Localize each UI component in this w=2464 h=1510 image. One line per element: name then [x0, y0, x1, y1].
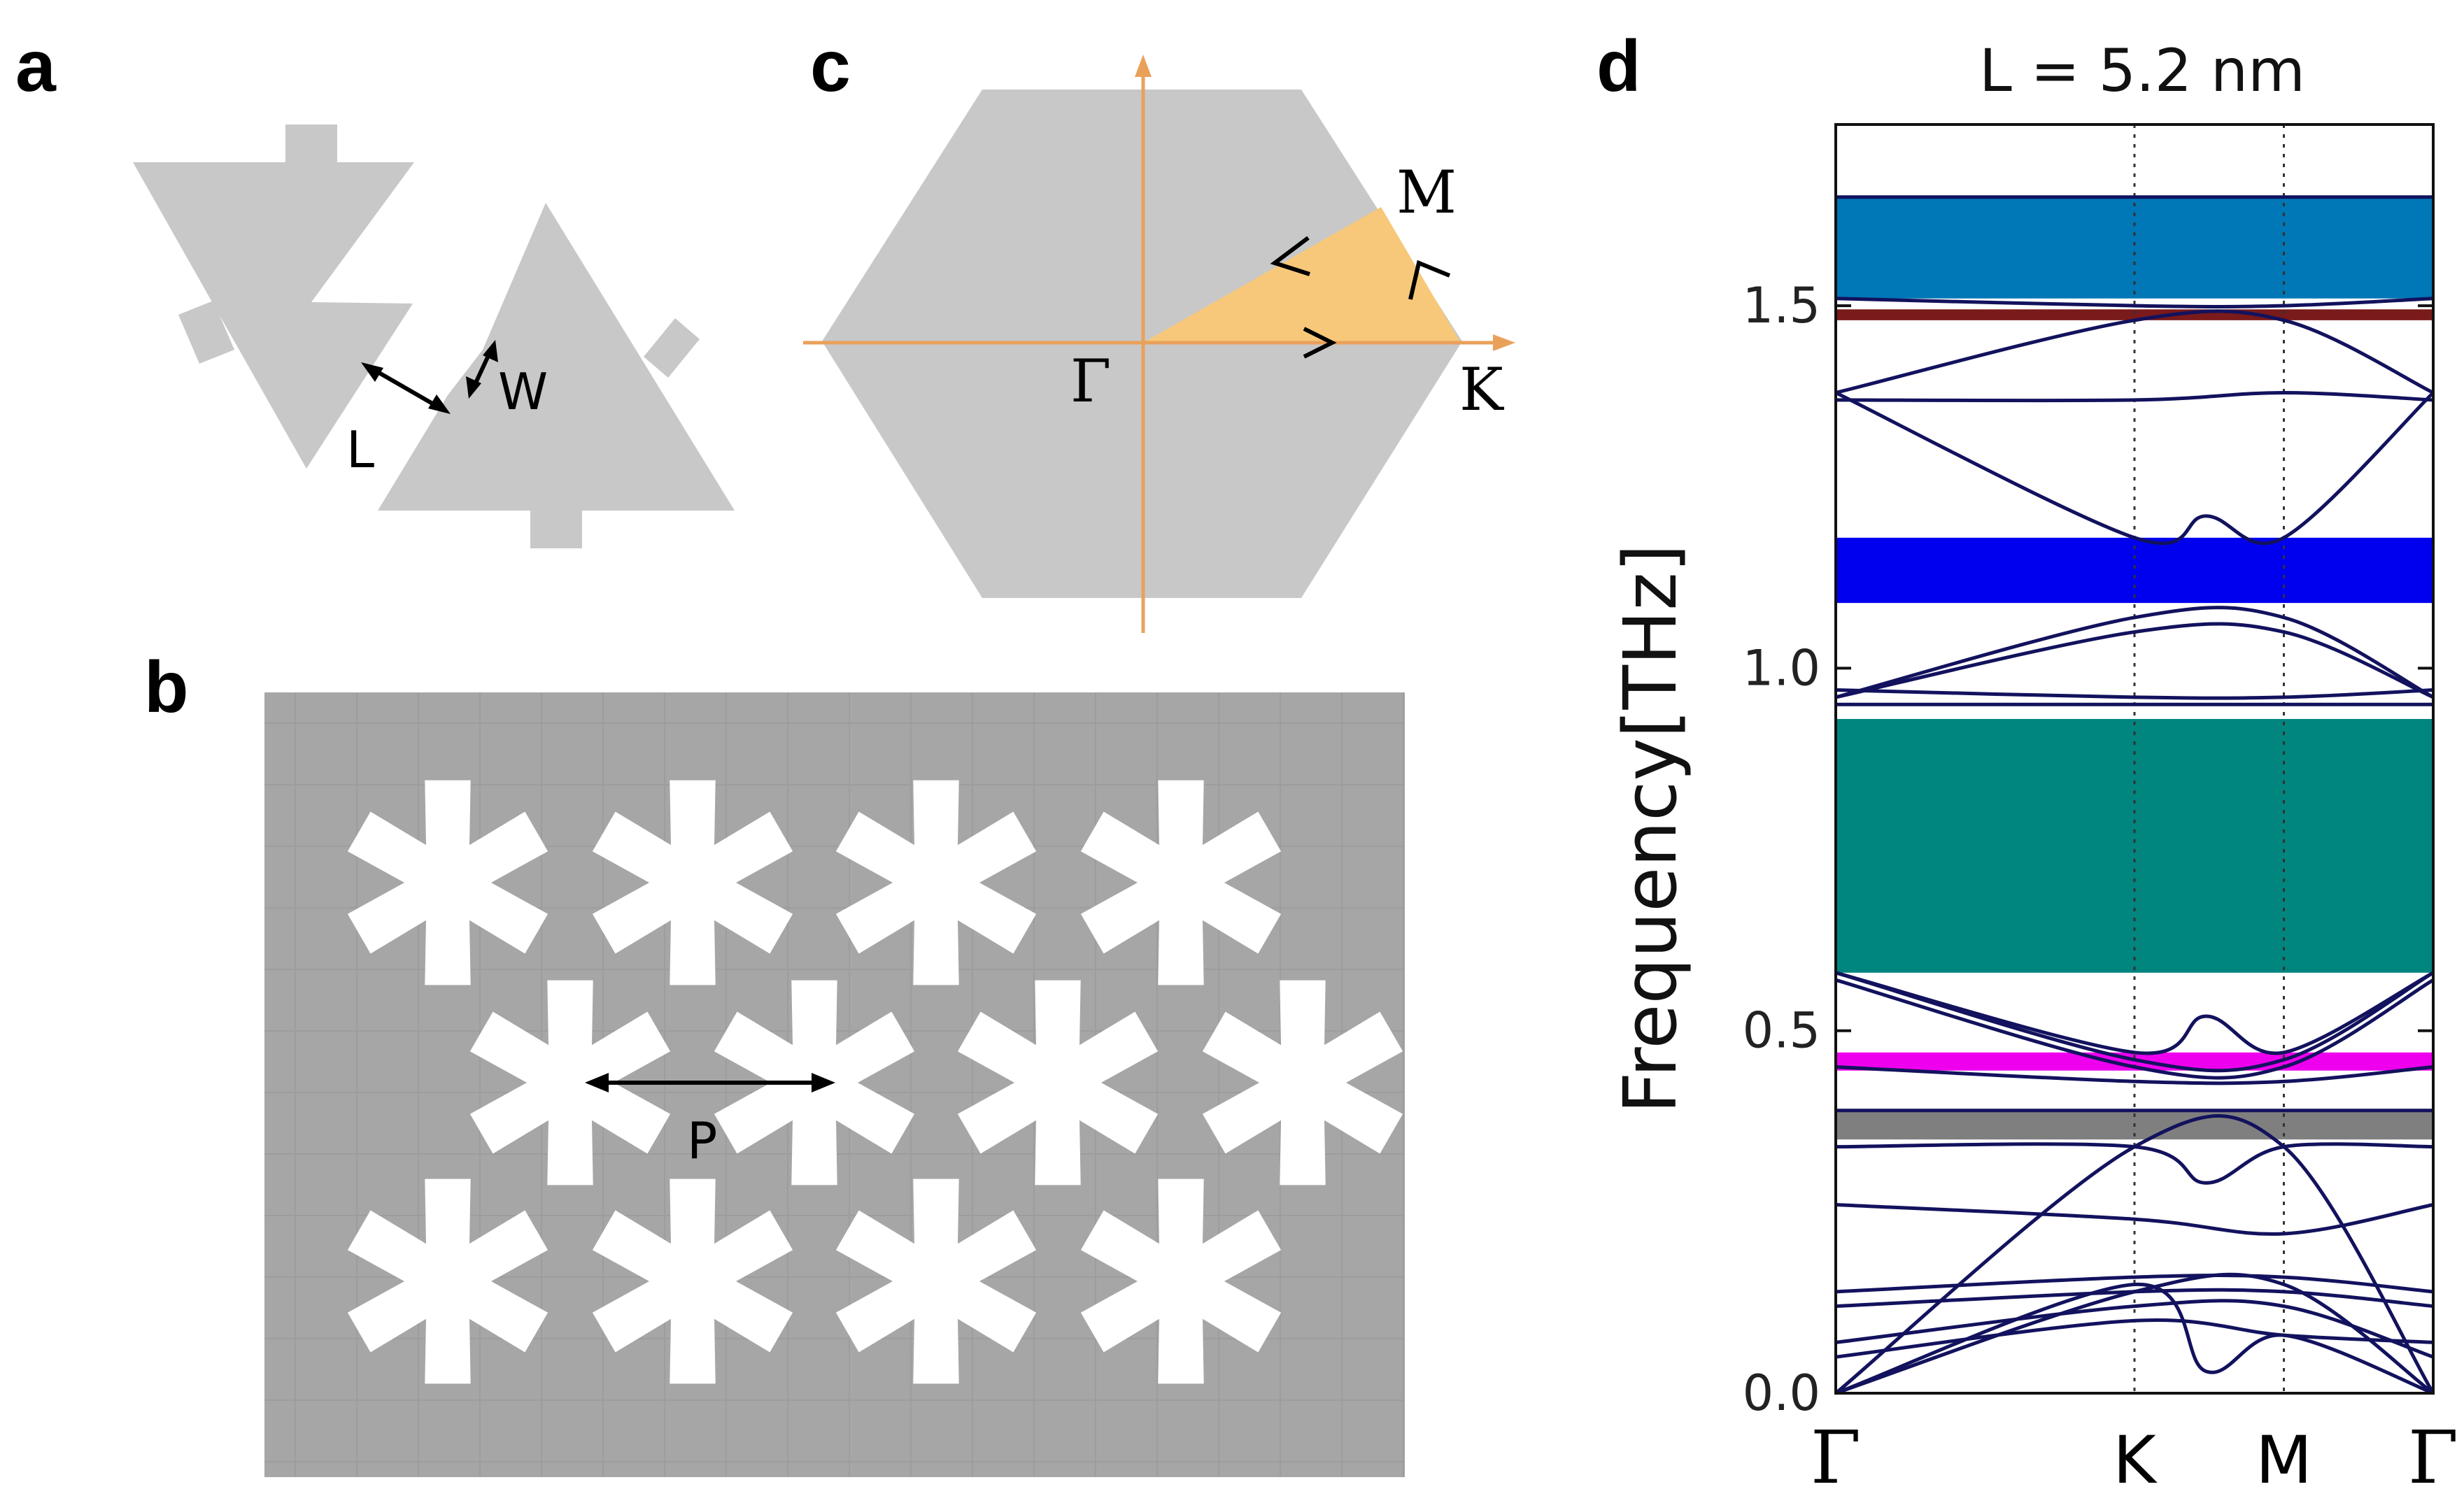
label-m: M [1396, 158, 1457, 227]
panel-letter-b: b [144, 647, 189, 728]
kagome-lattice [264, 692, 1405, 1477]
upright-triangle [378, 203, 735, 511]
band-line-band-14 [1835, 1065, 2434, 1085]
irreducible-wedge [1143, 207, 1461, 343]
panel-letter-a: a [15, 26, 57, 107]
lattice-hole [957, 980, 1159, 1185]
lattice-hole [1080, 1178, 1282, 1384]
label-gamma: Γ [1070, 347, 1111, 415]
x-tick-label: K [2113, 1423, 2158, 1499]
top-tab [285, 124, 337, 165]
p-dimension-arrow [585, 1073, 835, 1092]
lattice-hole [592, 780, 793, 985]
chevron-up-icon [1408, 259, 1451, 300]
band-gap-gap-3 [1836, 718, 2433, 973]
w-dimension-arrow [466, 340, 498, 399]
band-line-band-15 [1835, 606, 2435, 699]
label-l: L [346, 420, 374, 479]
chevron-left-icon [1270, 236, 1310, 276]
lattice-hole [1080, 780, 1282, 985]
band-line-band-11 [1835, 971, 2435, 1073]
x-tick-label: Γ [1811, 1415, 1861, 1500]
lattice-hole [1202, 980, 1403, 1185]
y-tick-label: 1.5 [1743, 277, 1820, 334]
lattice-hole [592, 1178, 793, 1384]
band-line-band-3 [1835, 1272, 2435, 1395]
x-tick-label: M [2256, 1423, 2312, 1499]
band-line-band-22 [1835, 297, 2434, 308]
label-p: P [687, 1111, 717, 1170]
plot-frame [1834, 123, 2435, 1395]
axis-vertical [1135, 55, 1152, 633]
lattice-holes [347, 780, 1403, 1384]
band-line-band-12 [1835, 971, 2435, 1055]
band-line-band-21 [1835, 390, 2434, 403]
panel-d: d L = 5.2 nm Frequency[THz] 0.0 0.5 1.0 1.5… [1596, 26, 2458, 1500]
triangle-unit-pair [133, 124, 735, 548]
chart-title: L = 5.2 nm [1979, 36, 2305, 105]
band-line-band-20 [1835, 309, 2435, 394]
y-tick-label: 0.5 [1743, 1002, 1820, 1060]
band-line-band-1 [1834, 1114, 2435, 1395]
right-tab [644, 318, 700, 378]
left-tab [178, 301, 234, 364]
y-axis-label: Frequency[THz] [1608, 544, 1693, 1114]
panel-letter-c: c [810, 26, 851, 107]
panel-c: c Γ M K [803, 26, 1515, 633]
axis-horizontal [803, 334, 1515, 351]
band-line-band-16 [1835, 622, 2435, 699]
band-line-band-13 [1835, 978, 2435, 1080]
chevron-right-icon [1303, 327, 1337, 359]
lattice-hole [835, 1178, 1037, 1384]
band-line-band-9 [1835, 1142, 2434, 1185]
band-line-band-4 [1835, 1318, 2434, 1359]
label-k: K [1459, 355, 1505, 424]
band-line-band-19 [1834, 391, 2435, 546]
lattice-hole [347, 780, 548, 985]
band-line-band-8 [1835, 1203, 2434, 1236]
band-line-band-2 [1835, 1282, 2434, 1395]
y-tick-label: 1.0 [1743, 639, 1820, 697]
band-line-band-7 [1835, 1274, 2434, 1294]
lattice-hole [347, 1178, 548, 1384]
l-dimension-arrow [361, 362, 451, 414]
lattice-hole [469, 980, 671, 1185]
band-line-band-6 [1835, 1288, 2434, 1309]
panel-b: b P [144, 647, 1405, 1477]
x-tick-label: Γ [2408, 1415, 2458, 1500]
panel-a: a L W [15, 26, 735, 548]
bottom-tab [530, 509, 582, 548]
band-line-band-17 [1835, 688, 2434, 700]
inverted-triangle [133, 162, 414, 469]
label-w: W [498, 362, 548, 421]
band-line-band-5 [1835, 1299, 2434, 1359]
y-tick-label: 0.0 [1743, 1365, 1820, 1422]
panel-letter-d: d [1596, 26, 1641, 107]
band-structure-chart: 0.0 0.5 1.0 1.5 Γ K M Γ [1743, 123, 2458, 1500]
lattice-hole [835, 780, 1037, 985]
